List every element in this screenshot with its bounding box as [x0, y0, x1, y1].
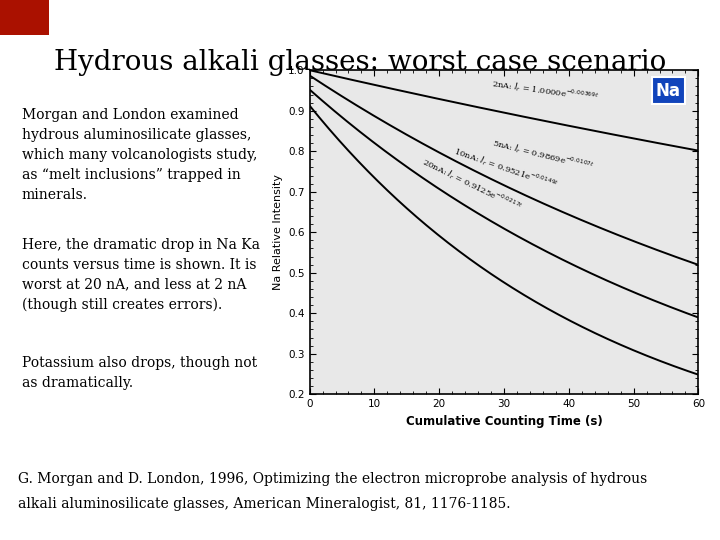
Text: Hydrous alkali glasses: worst case scenario: Hydrous alkali glasses: worst case scena…: [54, 49, 666, 76]
Text: Morgan and London examined
hydrous aluminosilicate glasses,
which many volcanolo: Morgan and London examined hydrous alumi…: [22, 108, 257, 202]
X-axis label: Cumulative Counting Time (s): Cumulative Counting Time (s): [405, 415, 603, 428]
Text: Here, the dramatic drop in Na Ka
counts versus time is shown. It is
worst at 20 : Here, the dramatic drop in Na Ka counts …: [22, 238, 260, 312]
Y-axis label: Na Relative Intensity: Na Relative Intensity: [273, 174, 283, 290]
Text: Na: Na: [656, 82, 681, 99]
Bar: [0, 0, 49, 35]
Text: 5nA: $I_r$ = 0.9869e$^{-0.0107t}$: 5nA: $I_r$ = 0.9869e$^{-0.0107t}$: [491, 136, 595, 174]
Text: 20nA: $I_r$ = 0.9125e$^{-0.0217t}$: 20nA: $I_r$ = 0.9125e$^{-0.0217t}$: [420, 154, 524, 215]
Text: G. Morgan and D. London, 1996, Optimizing the electron microprobe analysis of hy: G. Morgan and D. London, 1996, Optimizin…: [18, 472, 647, 511]
Text: Potassium also drops, though not
as dramatically.: Potassium also drops, though not as dram…: [22, 356, 257, 390]
Text: 10nA: $I_r$ = 0.9521e$^{-0.0149t}$: 10nA: $I_r$ = 0.9521e$^{-0.0149t}$: [452, 144, 560, 193]
Text: 2nA: $I_r$ = 1.0000e$^{-0.00369t}$: 2nA: $I_r$ = 1.0000e$^{-0.00369t}$: [491, 76, 600, 105]
Text: UW-Madison Geology  777: UW-Madison Geology 777: [60, 10, 233, 23]
